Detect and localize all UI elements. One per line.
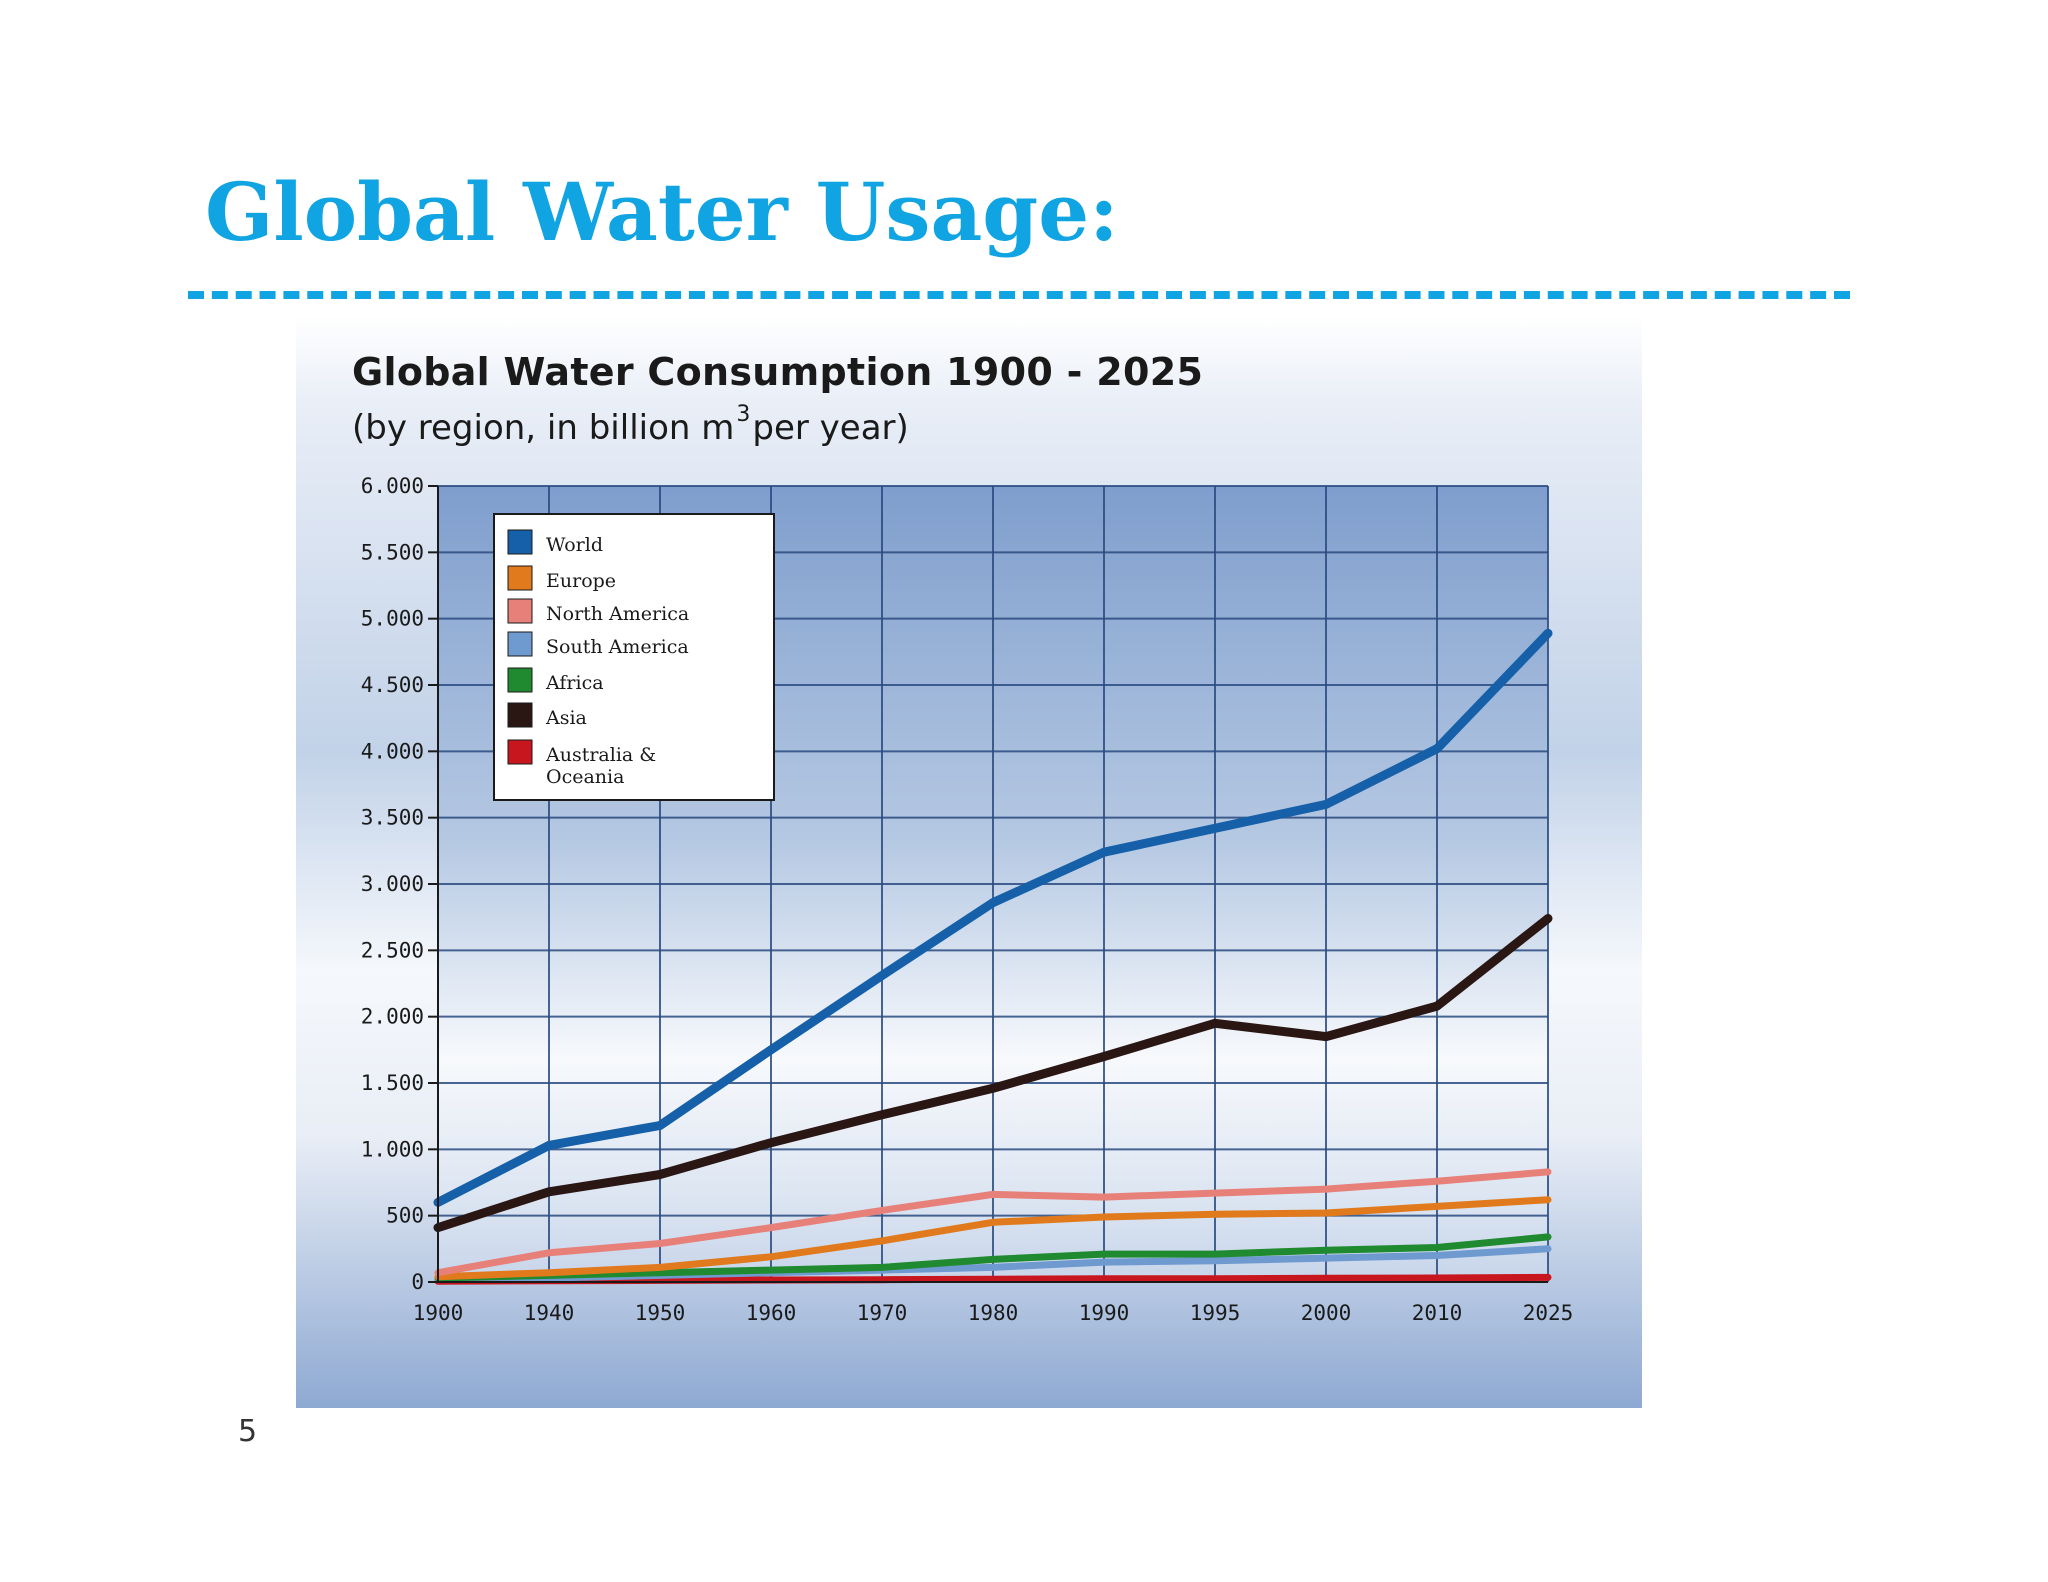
slide-title: Global Water Usage: bbox=[205, 165, 1119, 259]
x-tick-label: 2010 bbox=[1412, 1301, 1463, 1325]
y-tick-label: 1.000 bbox=[361, 1137, 424, 1161]
legend-swatch bbox=[507, 631, 533, 657]
legend-swatch bbox=[507, 565, 533, 591]
x-tick-label: 1970 bbox=[857, 1301, 908, 1325]
series-line-world bbox=[433, 628, 1553, 1207]
x-tick-label: 1950 bbox=[635, 1301, 686, 1325]
chart-title: Global Water Consumption 1900 - 2025 bbox=[352, 350, 1204, 394]
x-tick-label: 1900 bbox=[413, 1301, 464, 1325]
y-tick-label: 2.500 bbox=[361, 938, 424, 962]
x-tick-label: 1990 bbox=[1079, 1301, 1130, 1325]
y-tick-label: 500 bbox=[386, 1204, 424, 1228]
chart-figure: Global Water Consumption 1900 - 2025 (by… bbox=[296, 316, 1642, 1408]
x-tick-label: 1940 bbox=[524, 1301, 575, 1325]
x-tick-label: 1980 bbox=[968, 1301, 1019, 1325]
x-tick-label: 1995 bbox=[1190, 1301, 1241, 1325]
line-chart: 0 500 1.000 1.500 2.000 2.500 3.000 3.500 4.000 4… bbox=[361, 474, 1574, 1325]
legend-label: Oceania bbox=[546, 766, 624, 788]
series-line-asia bbox=[433, 914, 1553, 1233]
y-tick-label: 3.500 bbox=[361, 806, 424, 830]
y-tick-label: 0 bbox=[411, 1270, 424, 1294]
legend-swatch bbox=[507, 598, 533, 624]
y-tick-label: 3.000 bbox=[361, 872, 424, 896]
legend-box bbox=[493, 513, 775, 801]
legend-label: North America bbox=[546, 603, 689, 625]
y-tick-label: 4.500 bbox=[361, 673, 424, 697]
series-line-africa bbox=[434, 1233, 1552, 1282]
y-tick-label: 4.000 bbox=[361, 739, 424, 763]
legend-label: World bbox=[546, 534, 603, 556]
y-tick-label: 2.000 bbox=[361, 1005, 424, 1029]
chart-subtitle-superscript: 3 bbox=[736, 402, 751, 427]
legend-label: Europe bbox=[546, 570, 616, 592]
page-number: 5 bbox=[238, 1414, 258, 1449]
x-tick-label: 2025 bbox=[1523, 1301, 1574, 1325]
legend-swatch bbox=[507, 702, 533, 728]
chart-subtitle-post: per year) bbox=[752, 408, 909, 448]
title-divider bbox=[188, 291, 1850, 299]
legend-label: Africa bbox=[545, 672, 604, 694]
x-tick-label: 2000 bbox=[1301, 1301, 1352, 1325]
legend-swatch bbox=[507, 529, 533, 555]
y-tick-label: 5.000 bbox=[361, 607, 424, 631]
y-tick-label: 6.000 bbox=[361, 474, 424, 498]
legend-swatch bbox=[507, 739, 533, 765]
legend-label: South America bbox=[546, 636, 689, 658]
x-tick-label: 1960 bbox=[746, 1301, 797, 1325]
series-line-europe bbox=[434, 1196, 1552, 1281]
legend-swatch bbox=[507, 667, 533, 693]
y-tick-label: 5.500 bbox=[361, 540, 424, 564]
chart-subtitle-pre: (by region, in billion m bbox=[352, 408, 735, 448]
legend-label: Asia bbox=[545, 707, 587, 729]
series-line-australia-oceania bbox=[434, 1273, 1552, 1285]
series-line-north-america bbox=[434, 1168, 1552, 1277]
y-tick-label: 1.500 bbox=[361, 1071, 424, 1095]
legend-label: Australia & bbox=[545, 744, 656, 766]
chart-subtitle: (by region, in billion m3per year) bbox=[352, 402, 909, 448]
